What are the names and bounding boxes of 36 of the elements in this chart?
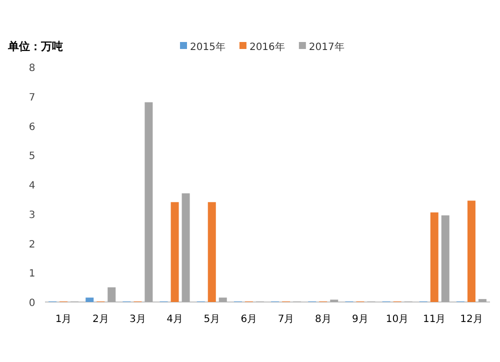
y-tick-label: 4 <box>28 180 36 192</box>
x-tick-label: 6月 <box>240 314 258 325</box>
y-tick-label: 2 <box>28 239 36 250</box>
bar <box>170 202 179 302</box>
bar <box>86 298 94 302</box>
bar <box>182 193 190 302</box>
x-tick-label: 11月 <box>423 314 446 325</box>
legend-label: 2017年 <box>308 41 344 53</box>
y-tick-label: 8 <box>28 63 36 74</box>
bar <box>108 287 116 302</box>
legend-label: 2016年 <box>249 41 285 53</box>
x-tick-label: 4月 <box>166 314 183 325</box>
bar <box>430 212 438 302</box>
bar <box>478 299 486 302</box>
x-tick-label: 7月 <box>278 314 294 325</box>
x-tick-label: 3月 <box>130 314 146 325</box>
x-tick-label: 1月 <box>55 314 72 325</box>
y-tick-label: 0 <box>28 298 36 309</box>
y-tick-label: 6 <box>28 122 36 133</box>
legend-label: 2015年 <box>190 41 226 53</box>
bar <box>218 298 227 302</box>
x-tick-label: 5月 <box>204 314 220 325</box>
bar <box>144 102 153 302</box>
y-axis-title: 单位：万吨 <box>7 40 63 53</box>
bar <box>467 200 476 302</box>
x-tick-label: 8月 <box>314 314 332 325</box>
y-tick-label: 5 <box>28 151 36 162</box>
x-tick-label: 9月 <box>352 314 368 325</box>
bar <box>441 215 450 302</box>
y-tick-label: 3 <box>28 210 36 221</box>
y-tick-label: 1 <box>28 268 36 280</box>
x-tick-label: 10月 <box>386 314 409 325</box>
bar <box>208 202 216 302</box>
y-tick-label: 7 <box>28 92 36 104</box>
x-tick-label: 2月 <box>92 314 109 325</box>
x-tick-label: 12月 <box>460 314 483 325</box>
